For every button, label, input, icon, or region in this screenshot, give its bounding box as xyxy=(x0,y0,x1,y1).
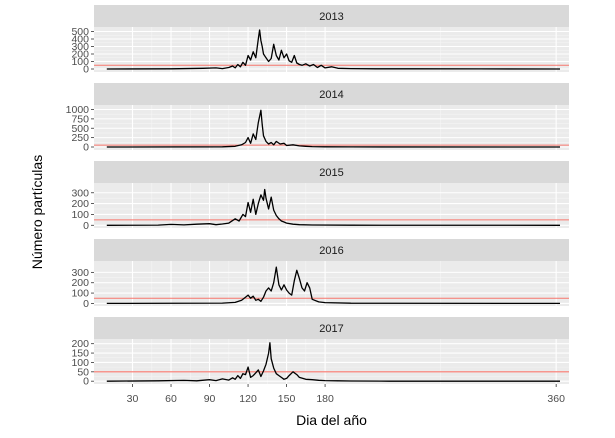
x-tick-label: 60 xyxy=(165,393,177,405)
series-line-2014 xyxy=(106,109,561,148)
panel-background xyxy=(94,105,569,150)
facet-strip xyxy=(94,161,569,183)
y-tick-label: 500 xyxy=(71,26,89,38)
y-tick-label: 300 xyxy=(71,267,89,279)
x-tick-label: 120 xyxy=(239,393,257,405)
y-tick-label: 200 xyxy=(71,277,89,289)
y-tick-label: 250 xyxy=(71,132,89,144)
facet-strip-label: 2014 xyxy=(319,89,343,101)
y-tick-label: 300 xyxy=(71,187,89,199)
facet-strip xyxy=(94,83,569,105)
y-tick-label: 200 xyxy=(71,49,89,61)
panel-background xyxy=(94,261,569,306)
y-tick-label: 100 xyxy=(71,209,89,221)
facet-strip xyxy=(94,5,569,27)
y-tick-label: 0 xyxy=(83,142,89,154)
x-tick-label: 180 xyxy=(316,393,334,405)
y-tick-label: 400 xyxy=(71,34,89,46)
y-tick-label: 0 xyxy=(83,376,89,388)
facet-strip xyxy=(94,239,569,261)
facet-strip-label: 2015 xyxy=(319,167,343,179)
x-tick-label: 150 xyxy=(278,393,296,405)
panel-background xyxy=(94,27,569,72)
facet-strip xyxy=(94,317,569,339)
y-tick-label: 100 xyxy=(71,288,89,300)
series-line-2017 xyxy=(106,342,560,382)
series-line-2013 xyxy=(106,29,561,70)
facet-strip-label: 2016 xyxy=(319,245,343,257)
series-line-2016 xyxy=(106,266,561,305)
facet-strip-label: 2017 xyxy=(319,323,343,335)
y-tick-label: 100 xyxy=(71,357,89,369)
y-tick-label: 300 xyxy=(71,41,89,53)
x-tick-label: 90 xyxy=(204,393,216,405)
y-tick-label: 500 xyxy=(71,123,89,135)
y-tick-label: 150 xyxy=(71,348,89,360)
y-tick-label: 0 xyxy=(83,220,89,232)
x-tick-label: 30 xyxy=(127,393,139,405)
y-tick-label: 0 xyxy=(83,298,89,310)
y-tick-label: 100 xyxy=(71,56,89,68)
panel-background xyxy=(94,183,569,228)
y-tick-label: 0 xyxy=(83,64,89,76)
panel-background xyxy=(94,339,569,384)
x-tick-label: 360 xyxy=(547,393,565,405)
y-tick-label: 1000 xyxy=(66,104,90,116)
series-line-2015 xyxy=(106,188,561,226)
y-tick-label: 750 xyxy=(71,113,89,125)
x-axis-title: Dia del año xyxy=(296,412,367,428)
y-axis-title: Número partículas xyxy=(29,155,45,269)
y-tick-label: 200 xyxy=(71,338,89,350)
facet-strip-label: 2013 xyxy=(319,11,343,23)
y-tick-label: 200 xyxy=(71,198,89,210)
y-tick-label: 50 xyxy=(77,366,89,378)
